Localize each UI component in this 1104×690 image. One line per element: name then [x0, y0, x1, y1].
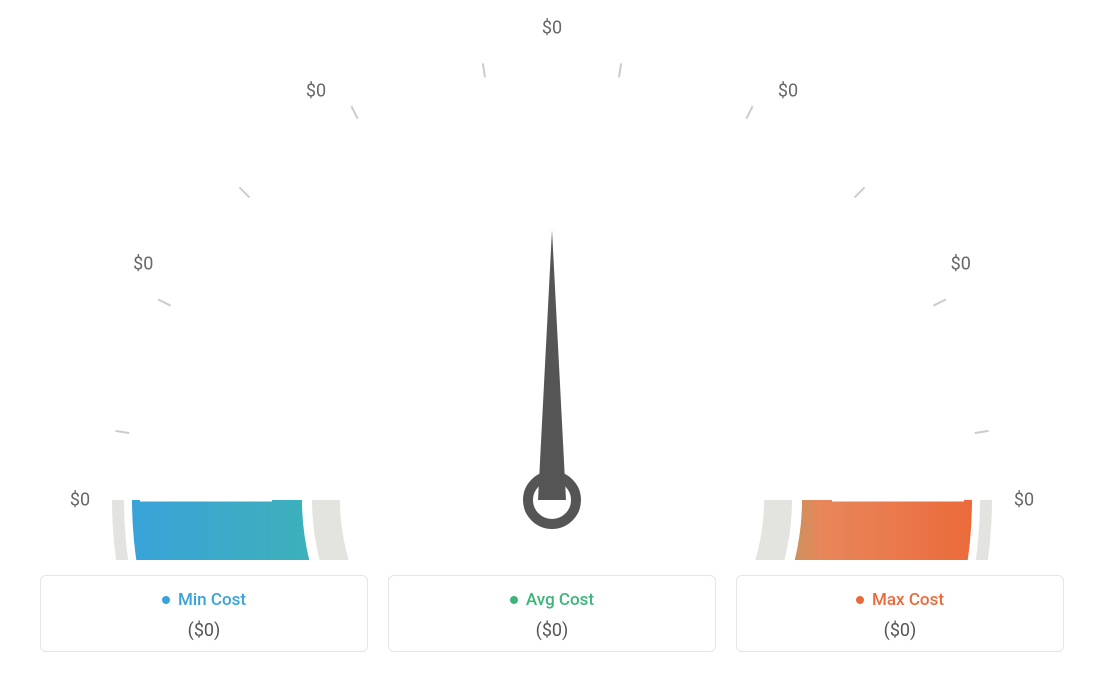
legend-value-min: ($0)	[41, 620, 367, 641]
legend-card-min: Min Cost ($0)	[40, 575, 368, 652]
legend-title-max: Max Cost	[737, 590, 1063, 610]
gauge-tick-label: $0	[542, 18, 562, 39]
dot-icon	[856, 596, 864, 604]
cost-gauge-widget: $0 $0 $0 $0 $0 $0 $0 Min Cost ($0) Avg Cost ($…	[0, 0, 1104, 690]
gauge-tick-label: $0	[70, 490, 90, 511]
dot-icon	[162, 596, 170, 604]
legend-title-min: Min Cost	[41, 590, 367, 610]
gauge-tick-label: $0	[778, 81, 798, 102]
legend-label: Min Cost	[178, 590, 246, 610]
gauge-tick-label: $0	[306, 81, 326, 102]
gauge-tick-label: $0	[951, 254, 971, 275]
gauge-tick-label: $0	[133, 254, 153, 275]
gauge-chart: $0 $0 $0 $0 $0 $0 $0	[0, 0, 1104, 560]
legend-label: Avg Cost	[526, 590, 594, 610]
legend-card-max: Max Cost ($0)	[736, 575, 1064, 652]
legend-card-avg: Avg Cost ($0)	[388, 575, 716, 652]
legend-title-avg: Avg Cost	[389, 590, 715, 610]
legend-value-max: ($0)	[737, 620, 1063, 641]
legend-label: Max Cost	[872, 590, 944, 610]
legend-value-avg: ($0)	[389, 620, 715, 641]
dot-icon	[510, 596, 518, 604]
legend-row: Min Cost ($0) Avg Cost ($0) Max Cost ($0…	[40, 575, 1064, 652]
gauge-tick-label: $0	[1014, 490, 1034, 511]
